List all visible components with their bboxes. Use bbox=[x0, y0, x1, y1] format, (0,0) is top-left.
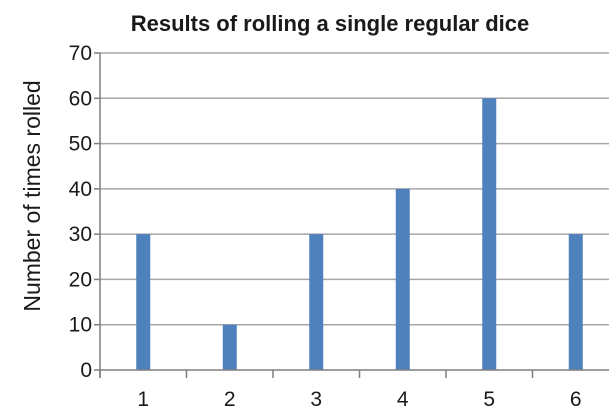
y-tick-labels: 0 10 20 30 40 50 60 70 bbox=[69, 42, 92, 382]
x-tick-label: 5 bbox=[483, 388, 495, 411]
y-tick-label: 70 bbox=[69, 42, 92, 65]
gridlines bbox=[100, 52, 609, 326]
y-tick-label: 10 bbox=[69, 314, 92, 337]
bars bbox=[136, 98, 583, 371]
y-tick-label: 20 bbox=[69, 268, 92, 291]
x-tick-label: 6 bbox=[570, 388, 582, 411]
bar-6 bbox=[568, 234, 583, 370]
y-tick-label: 60 bbox=[69, 87, 92, 110]
bar-5 bbox=[482, 98, 497, 371]
bar-4 bbox=[395, 188, 410, 370]
y-axis-label: Number of times rolled bbox=[19, 80, 45, 311]
chart-title: Results of rolling a single regular dice bbox=[131, 11, 530, 36]
x-tick-label: 1 bbox=[137, 388, 149, 411]
y-tick-label: 0 bbox=[80, 359, 92, 382]
x-tick-label: 4 bbox=[397, 388, 409, 411]
bar-1 bbox=[136, 234, 151, 370]
x-tick-label: 2 bbox=[224, 388, 236, 411]
y-tick-label: 30 bbox=[69, 223, 92, 246]
bar-2 bbox=[222, 324, 237, 370]
x-tick-label: 3 bbox=[310, 388, 322, 411]
bar-3 bbox=[309, 234, 324, 370]
y-tick-label: 40 bbox=[69, 178, 92, 201]
x-tick-labels: 1 2 3 4 5 6 bbox=[137, 388, 581, 411]
axes bbox=[94, 52, 609, 378]
y-tick-label: 50 bbox=[69, 133, 92, 156]
